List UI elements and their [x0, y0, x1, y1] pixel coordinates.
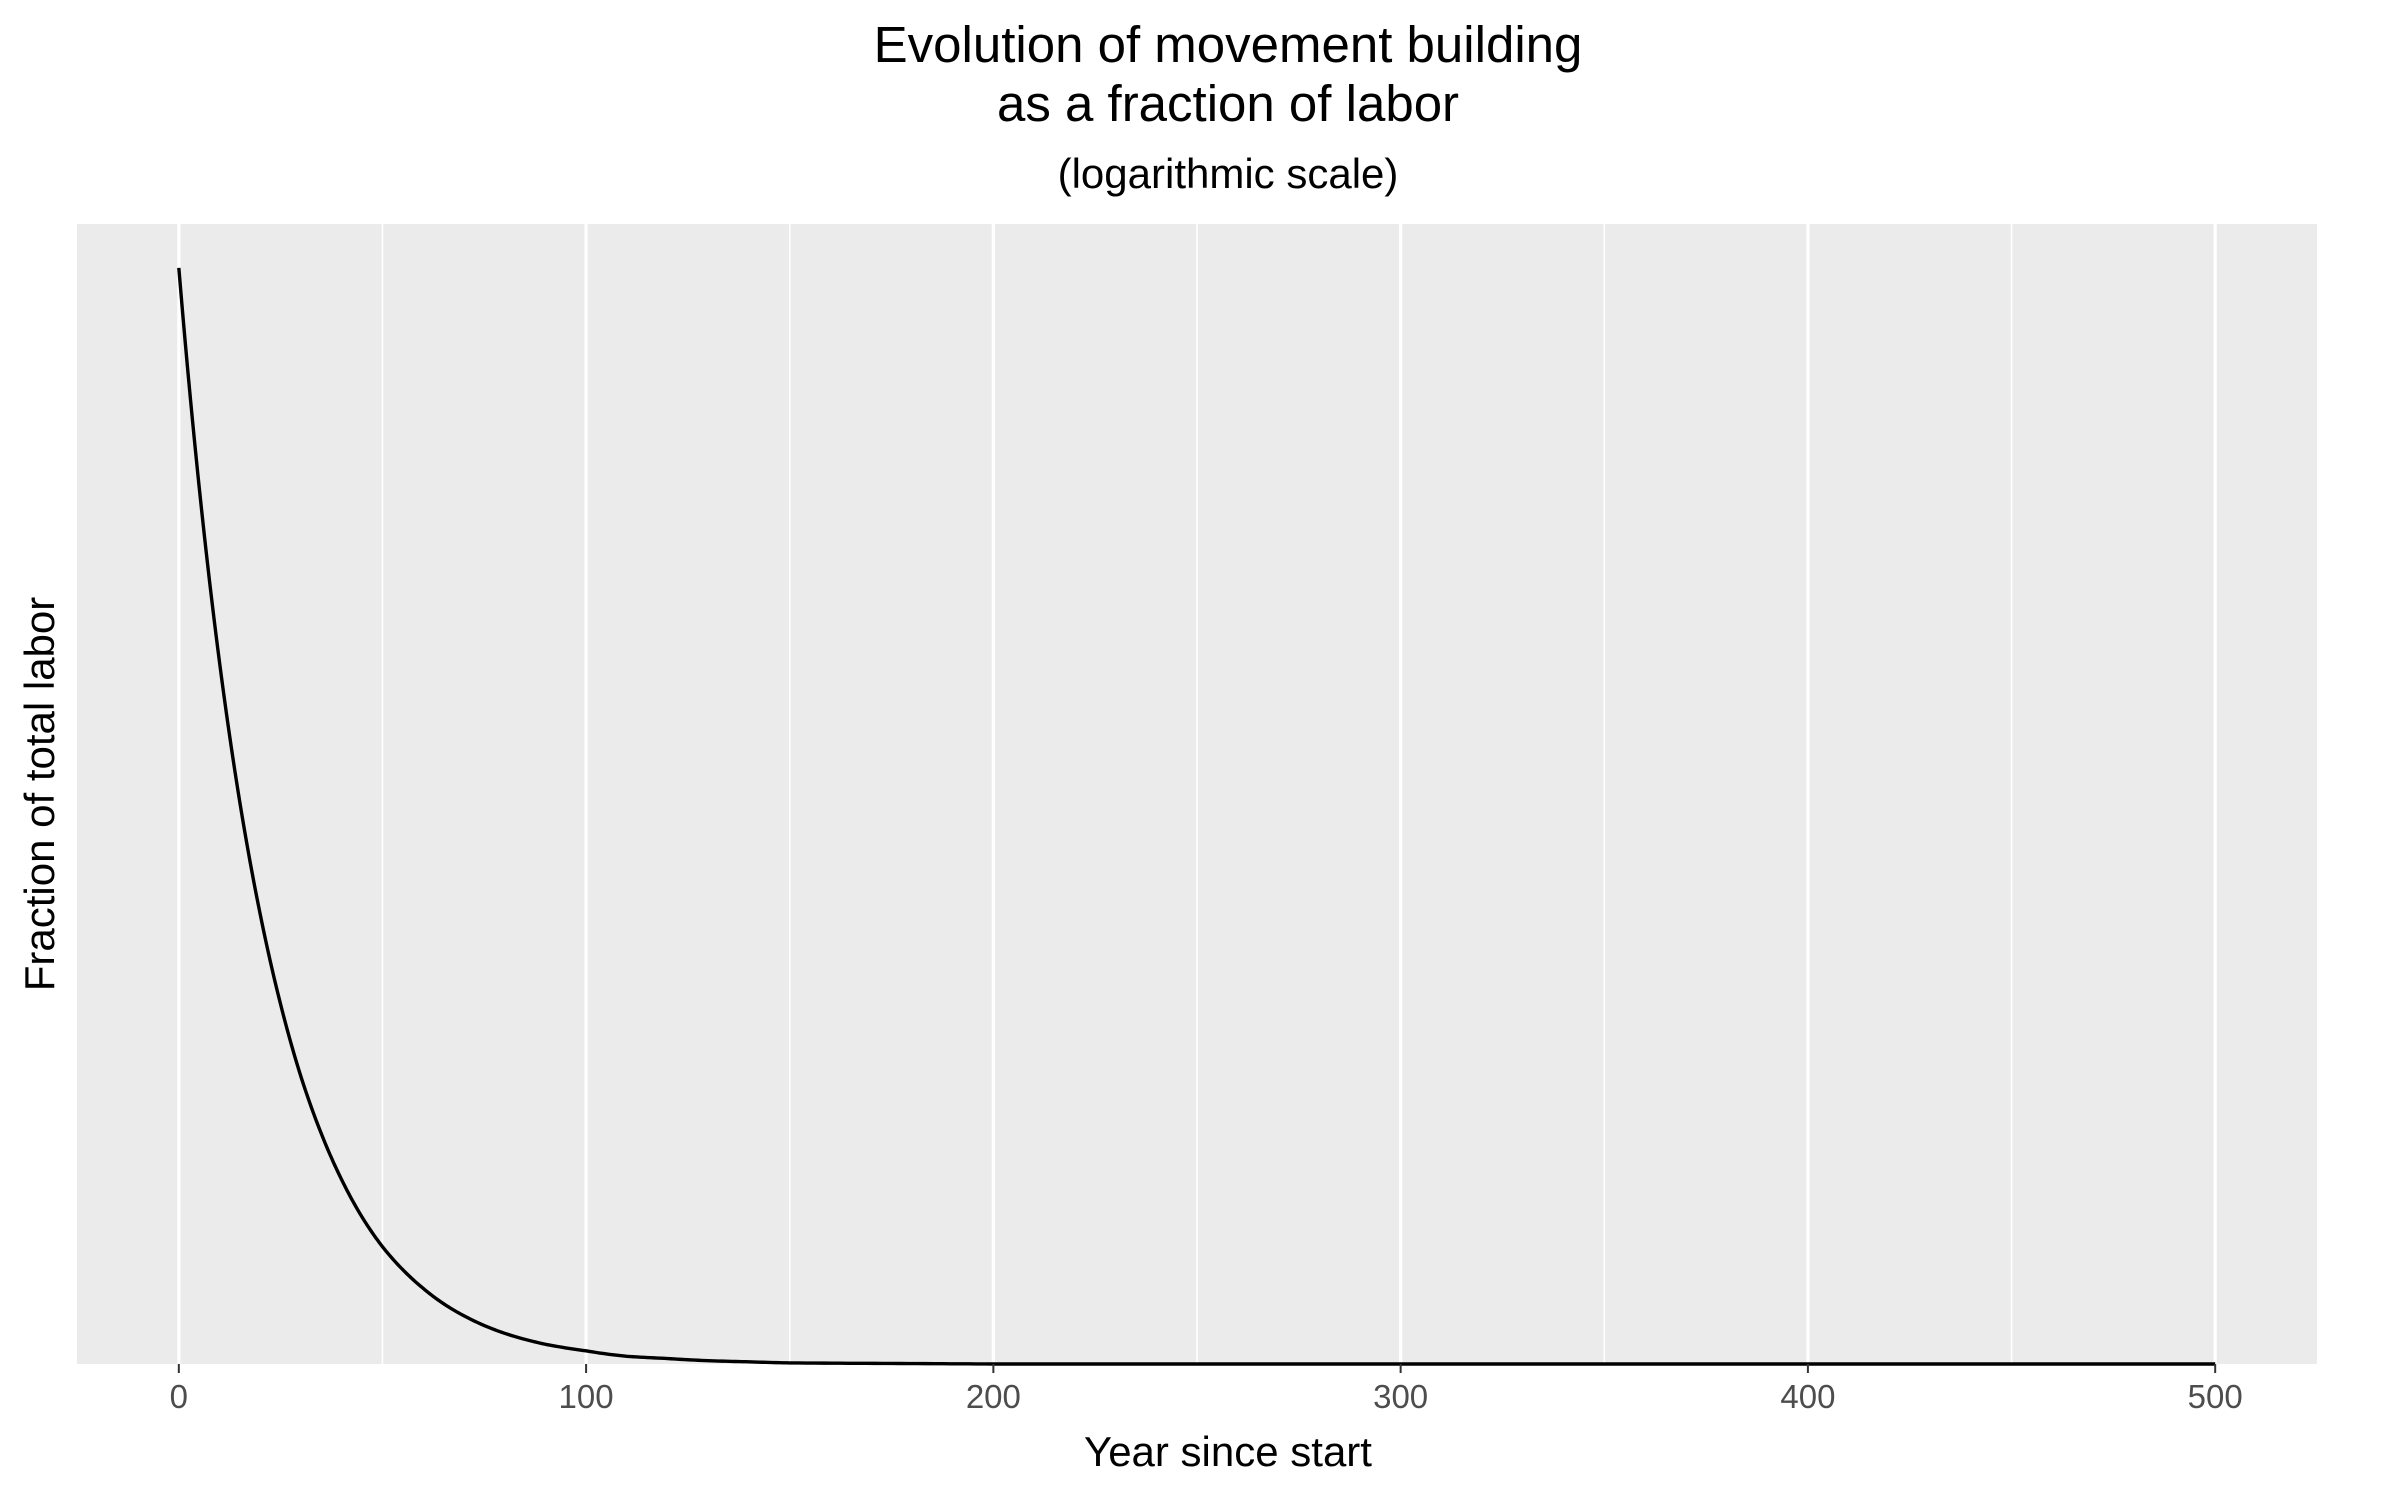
- x-tick-label: 400: [1780, 1378, 1835, 1415]
- grid-lines: [177, 224, 2217, 1364]
- chart-title-line-2: as a fraction of labor: [997, 75, 1459, 132]
- x-tick-label: 0: [170, 1378, 188, 1415]
- y-axis-title: Fraction of total labor: [16, 597, 63, 992]
- x-tick-label: 200: [966, 1378, 1021, 1415]
- x-axis-title: Year since start: [1084, 1428, 1372, 1475]
- series-layer: [177, 267, 2216, 1366]
- chart-subtitle: (logarithmic scale): [1058, 150, 1399, 197]
- x-axis: 0 100 200 300 400 500: [170, 1364, 2243, 1415]
- chart-title-line-1: Evolution of movement building: [874, 16, 1583, 73]
- x-tick-label: 500: [2188, 1378, 2243, 1415]
- x-tick-label: 300: [1373, 1378, 1428, 1415]
- series-line: [177, 267, 2216, 1366]
- x-tick-label: 100: [559, 1378, 614, 1415]
